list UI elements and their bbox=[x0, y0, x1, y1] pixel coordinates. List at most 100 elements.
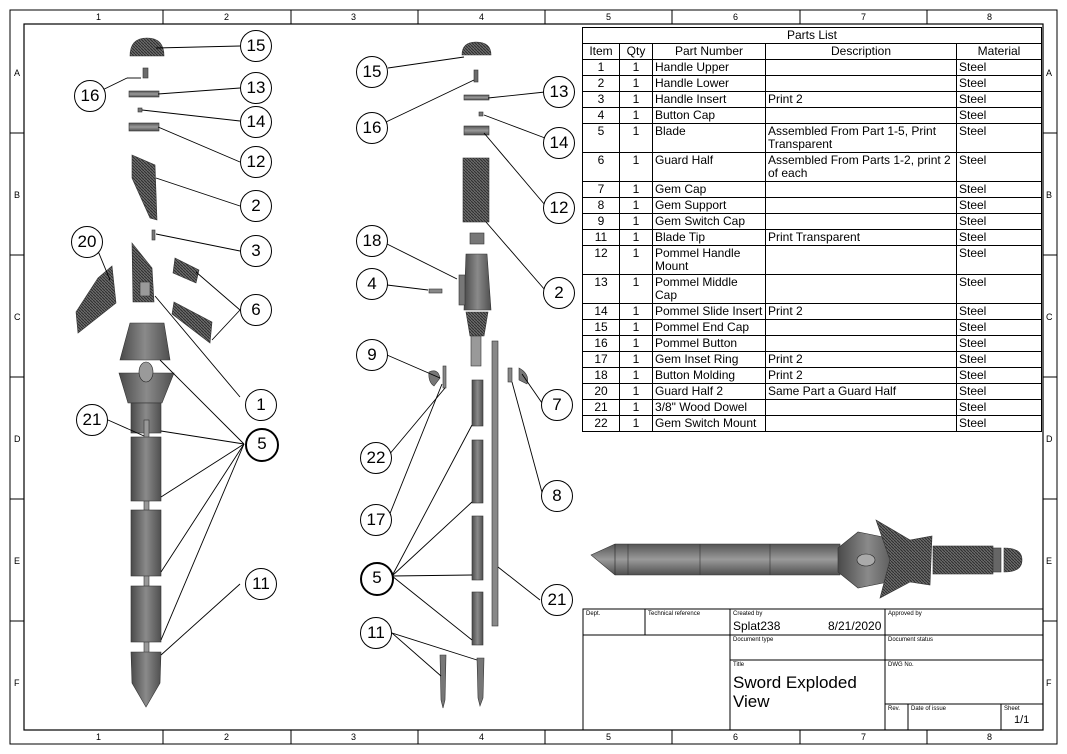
table-row: 2 1 Handle Lower Steel bbox=[582, 75, 1042, 92]
balloon-right-2: 2 bbox=[543, 277, 575, 309]
part-guard-upper-block bbox=[119, 322, 171, 361]
part-pommel-handle-mount bbox=[128, 122, 160, 132]
balloon-left-13: 13 bbox=[240, 72, 272, 104]
table-cell bbox=[765, 107, 957, 124]
sword-blade bbox=[590, 543, 841, 576]
created-by-label: Created by bbox=[733, 611, 763, 617]
drawing-title-line2: View bbox=[733, 692, 770, 711]
table-cell: Gem Switch Cap bbox=[652, 213, 766, 230]
table-cell: 20 bbox=[582, 383, 620, 400]
balloon-right-5: 5 bbox=[360, 562, 394, 596]
table-cell bbox=[765, 399, 957, 416]
zone-label-left-B: B bbox=[14, 190, 21, 200]
balloon-right-22: 22 bbox=[360, 442, 392, 474]
table-row: 11 1 Blade Tip Print Transparent Steel bbox=[582, 229, 1042, 246]
table-row: 3 1 Handle Insert Print 2 Steel bbox=[582, 91, 1042, 108]
table-row: 4 1 Button Cap Steel bbox=[582, 107, 1042, 124]
part-guard-half-2 bbox=[75, 265, 117, 334]
table-row: 12 1 Pommel Handle Mount Steel bbox=[582, 245, 1042, 275]
zone-label-bottom-2: 2 bbox=[224, 732, 230, 742]
part-pommel-slide-insert bbox=[137, 107, 143, 113]
table-cell: 1 bbox=[619, 91, 653, 108]
zone-label-top-7: 7 bbox=[861, 12, 867, 22]
table-cell: Button Molding bbox=[652, 367, 766, 384]
table-cell: 1 bbox=[619, 367, 653, 384]
part-blade-tip bbox=[130, 651, 162, 708]
zone-label-bottom-7: 7 bbox=[861, 732, 867, 742]
table-cell: Button Cap bbox=[652, 107, 766, 124]
balloon-right-13: 13 bbox=[543, 76, 575, 108]
part-guard-fins bbox=[465, 311, 489, 337]
zone-label-left-D: D bbox=[14, 434, 21, 444]
title-label: Title bbox=[733, 662, 745, 668]
balloon-left-12: 12 bbox=[240, 146, 272, 178]
frame bbox=[9, 9, 1058, 745]
document-type-label: Document type bbox=[733, 637, 774, 643]
table-cell: 1 bbox=[619, 123, 653, 153]
table-cell: 9 bbox=[582, 213, 620, 230]
table-cell: 1 bbox=[619, 383, 653, 400]
col-header-item: Item bbox=[582, 43, 620, 60]
table-cell: 17 bbox=[582, 351, 620, 368]
zone-label-right-B: B bbox=[1046, 190, 1053, 200]
table-cell: 1 bbox=[619, 319, 653, 336]
table-cell bbox=[765, 181, 957, 198]
part-pommel-button bbox=[142, 67, 149, 79]
table-cell: Steel bbox=[956, 351, 1042, 368]
table-cell: Steel bbox=[956, 319, 1042, 336]
balloon-right-16: 16 bbox=[356, 112, 388, 144]
table-cell: 5 bbox=[582, 123, 620, 153]
table-cell: Guard Half bbox=[652, 152, 766, 182]
table-cell: 3 bbox=[582, 91, 620, 108]
col-header-part-number: Part Number bbox=[652, 43, 766, 60]
zone-label-bottom-4: 4 bbox=[479, 732, 485, 742]
table-cell: Assembled From Parts 1-2, print 2 of eac… bbox=[765, 152, 957, 182]
table-cell: 1 bbox=[619, 107, 653, 124]
table-cell: 6 bbox=[582, 152, 620, 182]
table-cell: Steel bbox=[956, 181, 1042, 198]
table-cell: Steel bbox=[956, 59, 1042, 76]
created-by-value: Splat238 bbox=[733, 619, 781, 633]
table-cell: Steel bbox=[956, 229, 1042, 246]
table-cell: 12 bbox=[582, 245, 620, 275]
rev-label: Rev. bbox=[888, 706, 900, 712]
table-cell: 1 bbox=[619, 303, 653, 320]
table-cell: Print 2 bbox=[765, 367, 957, 384]
left-leader-lines bbox=[89, 45, 245, 656]
table-cell: Steel bbox=[956, 123, 1042, 153]
table-row: 17 1 Gem Inset Ring Print 2 Steel bbox=[582, 351, 1042, 368]
table-cell: Pommel Middle Cap bbox=[652, 274, 766, 304]
table-cell: Blade bbox=[652, 123, 766, 153]
zone-label-top-3: 3 bbox=[351, 12, 357, 22]
right-exploded-view bbox=[428, 41, 528, 709]
zone-label-top-2: 2 bbox=[224, 12, 230, 22]
table-cell: Steel bbox=[956, 335, 1042, 352]
zone-label-bottom-8: 8 bbox=[987, 732, 993, 742]
balloon-right-7: 7 bbox=[541, 389, 573, 421]
approved-by-label: Approved by bbox=[888, 611, 922, 617]
table-cell: Handle Upper bbox=[652, 59, 766, 76]
table-row: 21 1 3/8" Wood Dowel Steel bbox=[582, 399, 1042, 416]
table-cell: 1 bbox=[619, 335, 653, 352]
table-cell: Print 2 bbox=[765, 303, 957, 320]
balloon-left-5: 5 bbox=[245, 428, 279, 462]
zone-label-bottom-3: 3 bbox=[351, 732, 357, 742]
table-row: 8 1 Gem Support Steel bbox=[582, 197, 1042, 214]
table-cell: Steel bbox=[956, 245, 1042, 275]
table-cell: 15 bbox=[582, 319, 620, 336]
table-cell: Print Transparent bbox=[765, 229, 957, 246]
part-gem bbox=[138, 361, 154, 383]
part-pommel-end-cap bbox=[129, 37, 165, 57]
zone-label-bottom-6: 6 bbox=[733, 732, 739, 742]
zone-label-right-D: D bbox=[1046, 434, 1053, 444]
part-pommel-middle-cap bbox=[128, 90, 160, 98]
balloon-right-12: 12 bbox=[543, 192, 575, 224]
parts-list-caption: Parts List bbox=[582, 27, 1042, 44]
table-cell bbox=[765, 274, 957, 304]
zone-label-right-C: C bbox=[1046, 312, 1053, 322]
zone-label-bottom-1: 1 bbox=[96, 732, 102, 742]
left-exploded-view bbox=[75, 37, 213, 708]
table-cell: 1 bbox=[619, 213, 653, 230]
balloon-right-8: 8 bbox=[541, 480, 573, 512]
table-cell: Print 2 bbox=[765, 91, 957, 108]
